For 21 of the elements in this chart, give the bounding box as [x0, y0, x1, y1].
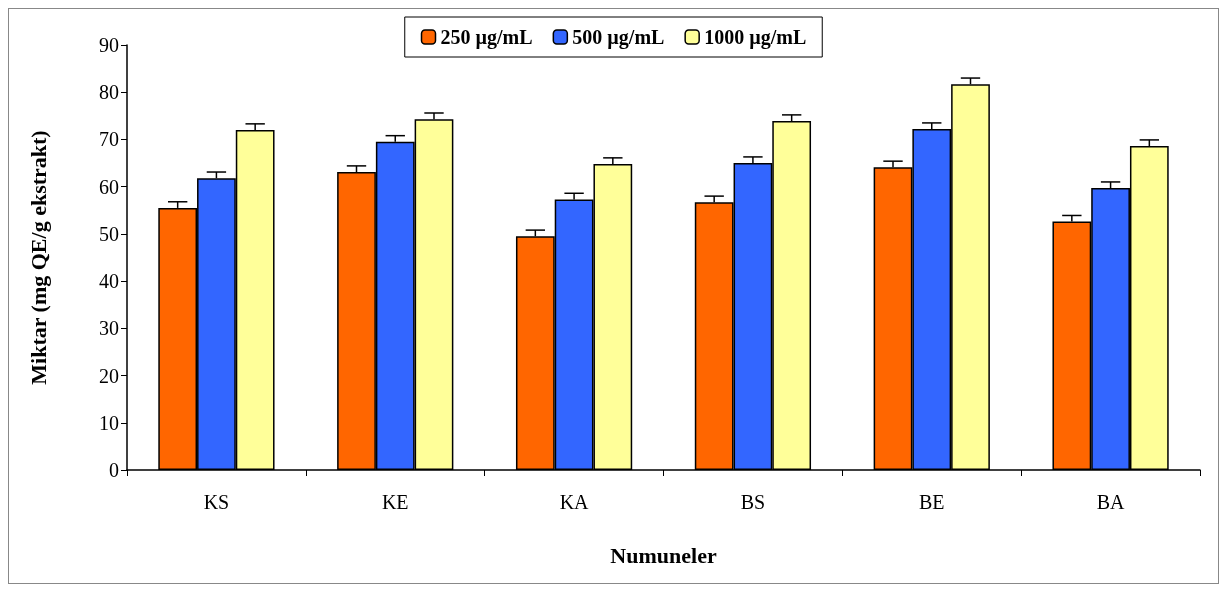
x-tick-label: KE — [381, 491, 409, 513]
legend-label: 1000 µg/mL — [704, 26, 807, 49]
y-tick-label: 50 — [99, 222, 119, 245]
y-tick-label: 60 — [99, 175, 119, 198]
y-axis-title: Miktar (mg QE/g ekstrakt) — [25, 130, 51, 385]
x-tick-label: BE — [918, 491, 945, 513]
x-tick-label: BA — [1096, 491, 1126, 513]
x-tick-label: KA — [559, 491, 590, 513]
y-tick-label: 80 — [99, 81, 119, 104]
x-tick-label: KS — [203, 491, 230, 513]
y-tick-label: 40 — [99, 270, 119, 293]
x-axis-title: Numuneler — [610, 542, 717, 568]
legend-label: 250 µg/mL — [440, 26, 533, 49]
y-tick-label: 70 — [99, 128, 119, 151]
y-tick-label: 20 — [99, 364, 119, 387]
legend-label: 500 µg/mL — [572, 26, 665, 49]
y-tick-label: 10 — [99, 411, 119, 434]
y-tick-label: 90 — [99, 34, 119, 56]
y-tick-label: 0 — [109, 459, 119, 481]
x-tick-label: BS — [740, 491, 766, 513]
y-tick-label: 30 — [99, 317, 119, 340]
